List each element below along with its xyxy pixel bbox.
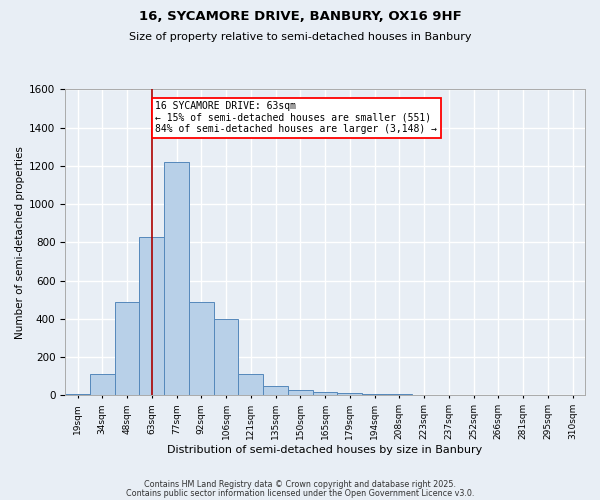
Bar bbox=[313, 392, 337, 396]
Text: Size of property relative to semi-detached houses in Banbury: Size of property relative to semi-detach… bbox=[129, 32, 471, 42]
Y-axis label: Number of semi-detached properties: Number of semi-detached properties bbox=[15, 146, 25, 339]
X-axis label: Distribution of semi-detached houses by size in Banbury: Distribution of semi-detached houses by … bbox=[167, 445, 482, 455]
Bar bbox=[362, 394, 387, 396]
Bar bbox=[189, 302, 214, 396]
Bar bbox=[387, 394, 412, 396]
Text: Contains public sector information licensed under the Open Government Licence v3: Contains public sector information licen… bbox=[126, 490, 474, 498]
Bar bbox=[90, 374, 115, 396]
Bar bbox=[164, 162, 189, 396]
Bar bbox=[139, 236, 164, 396]
Text: Contains HM Land Registry data © Crown copyright and database right 2025.: Contains HM Land Registry data © Crown c… bbox=[144, 480, 456, 489]
Bar bbox=[288, 390, 313, 396]
Bar bbox=[263, 386, 288, 396]
Text: 16 SYCAMORE DRIVE: 63sqm
← 15% of semi-detached houses are smaller (551)
84% of : 16 SYCAMORE DRIVE: 63sqm ← 15% of semi-d… bbox=[155, 101, 437, 134]
Bar bbox=[238, 374, 263, 396]
Bar bbox=[115, 302, 139, 396]
Bar bbox=[214, 319, 238, 396]
Bar bbox=[65, 394, 90, 396]
Text: 16, SYCAMORE DRIVE, BANBURY, OX16 9HF: 16, SYCAMORE DRIVE, BANBURY, OX16 9HF bbox=[139, 10, 461, 23]
Bar bbox=[337, 392, 362, 396]
